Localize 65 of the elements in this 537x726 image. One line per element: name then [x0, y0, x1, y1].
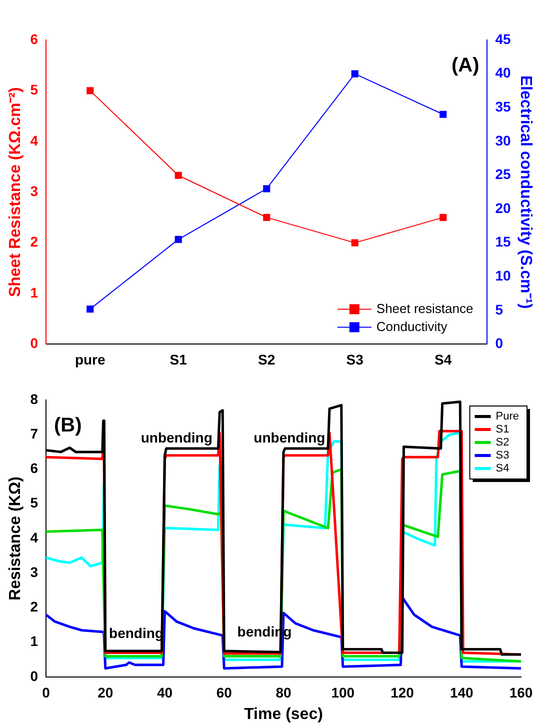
y2-tick-label: 20 [495, 200, 512, 216]
x-tick-label: S2 [258, 351, 276, 368]
y2-tick-label: 15 [495, 234, 512, 250]
y-tick-label: 5 [30, 82, 38, 98]
x-tick-label: S4 [434, 351, 452, 368]
legend-label: Pure [496, 410, 520, 423]
point [440, 214, 447, 221]
y-tick-label: 2 [30, 598, 38, 615]
x-tick-label: pure [74, 351, 106, 368]
y2-tick-label: 10 [495, 267, 512, 284]
legend-label: S2 [496, 436, 510, 449]
point [86, 306, 94, 313]
point [174, 172, 182, 179]
annotation: unbending [254, 430, 326, 446]
point [86, 87, 94, 94]
x-tick-label: 20 [98, 684, 114, 700]
legend-label: Conductivity [376, 318, 448, 334]
x-tick-label: 140 [450, 684, 474, 700]
x-tick-label: 100 [331, 684, 355, 700]
y2-tick-label: 45 [495, 30, 512, 47]
x-tick-label: 120 [390, 684, 414, 700]
y-tick-label: 2 [30, 234, 38, 250]
annotation: (B) [54, 414, 82, 437]
y-tick-label: 0 [30, 668, 38, 684]
y-tick-label: 0 [30, 335, 38, 352]
point [263, 214, 270, 221]
y-tick-label: 5 [30, 494, 38, 511]
point [351, 70, 358, 78]
y2-tick-label: 0 [495, 335, 504, 352]
annotation: unbending [140, 430, 212, 446]
legend-label: S4 [496, 462, 510, 475]
x-tick-label: 40 [156, 684, 173, 700]
y2-tick-label: 35 [495, 98, 512, 114]
x-axis-title: Time (sec) [244, 706, 323, 723]
x-tick-label: 80 [276, 684, 292, 700]
y-axis-title: Resistance (KΩ) [7, 476, 24, 600]
x-tick-label: 160 [509, 684, 533, 700]
y-tick-label: 8 [30, 390, 38, 407]
legend-label: S1 [496, 424, 510, 436]
legend-label: Sheet resistance [376, 300, 474, 316]
annotation: (A) [451, 54, 480, 77]
y2-axis-title: Electrical conductivity (S.cm⁻¹) [516, 75, 534, 309]
y-tick-label: 1 [30, 633, 38, 650]
y-tick-label: 6 [30, 30, 38, 47]
y2-tick-label: 30 [495, 132, 512, 148]
y-tick-label: 6 [30, 460, 38, 476]
x-tick-label: S3 [346, 351, 364, 368]
y-tick-label: 7 [30, 425, 38, 442]
point [351, 239, 358, 246]
x-tick-label: S1 [170, 351, 188, 368]
point [263, 185, 270, 192]
x-tick-label: 60 [216, 684, 232, 700]
y-tick-label: 4 [30, 529, 38, 546]
y2-tick-label: 40 [495, 64, 512, 81]
point [174, 236, 182, 243]
y-axis-title: Sheet Resistance (KΩ.cm⁻²) [7, 87, 24, 298]
y-tick-label: 4 [30, 132, 38, 148]
x-tick-label: 0 [42, 684, 50, 700]
y-tick-label: 3 [30, 182, 38, 199]
y2-tick-label: 5 [495, 301, 504, 318]
y-tick-label: 3 [30, 564, 38, 580]
y-tick-label: 1 [30, 284, 38, 300]
y2-tick-label: 25 [495, 166, 512, 182]
point [440, 110, 447, 118]
legend-label: S3 [496, 450, 510, 462]
